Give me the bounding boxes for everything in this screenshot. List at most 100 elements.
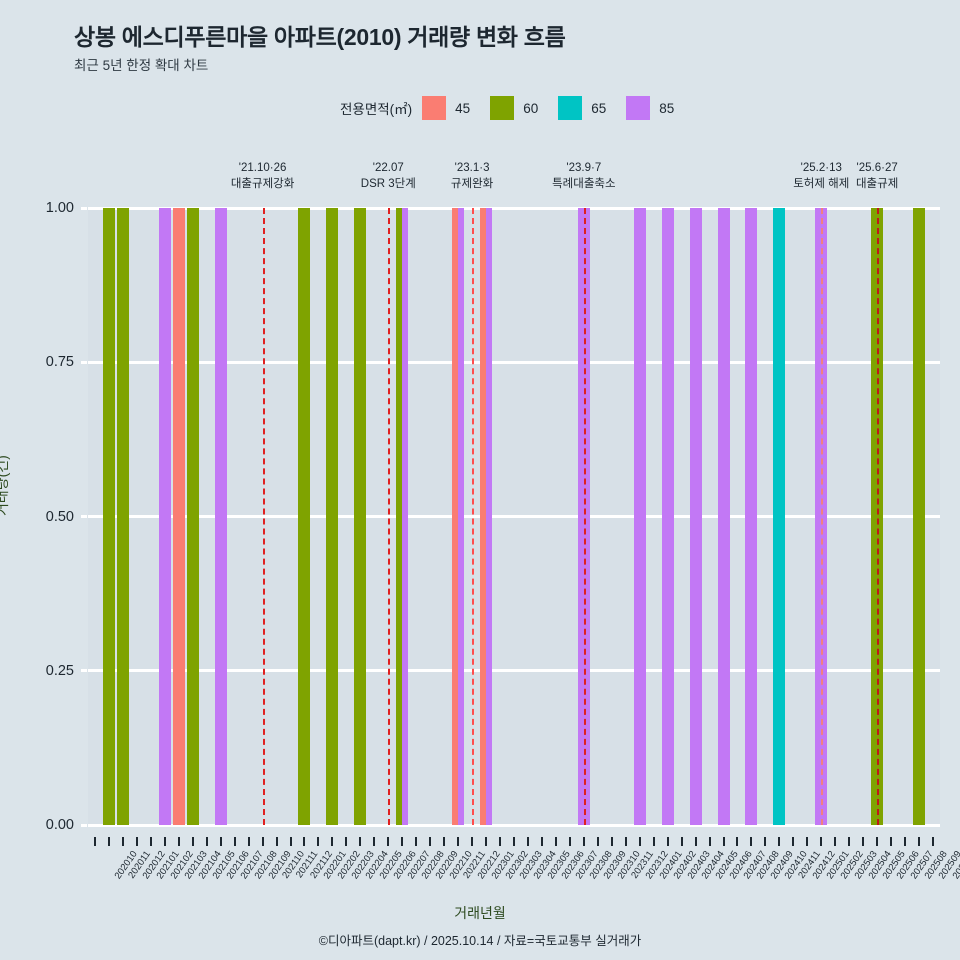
y-axis-label: 거래량(건) [0,455,10,516]
x-tick-mark [680,837,683,846]
event-text: 대출규제강화 [230,178,295,190]
y-tick-mark [81,823,87,827]
bar[interactable] [913,208,926,825]
event-label-202506: '25.6·27 대출규제 [856,160,898,192]
bar[interactable] [402,208,409,825]
x-tick-mark [331,837,334,846]
x-tick-mark [471,837,474,846]
x-tick-mark [736,837,739,846]
event-date: '25.6·27 [856,162,898,174]
bar[interactable] [689,208,702,825]
x-tick-mark [205,837,208,846]
page-title: 상봉 에스디푸른마을 아파트(2010) 거래량 변화 흐름 [74,24,566,50]
x-axis-label: 거래년월 [454,905,506,921]
legend-item-85[interactable]: 85 [626,96,690,120]
y-tick-mark [81,360,87,364]
bar[interactable] [458,208,465,825]
x-tick-mark [526,837,529,846]
legend-title: 전용면적(㎡) [340,102,413,117]
gridline-0.00 [88,823,940,827]
x-tick-mark [275,837,278,846]
legend-swatch-60 [490,96,515,120]
x-tick-mark [345,837,348,846]
x-tick-mark [219,837,222,846]
x-tick-mark [652,837,655,846]
x-tick-mark [387,837,390,846]
event-date: '25.2·13 [800,162,842,174]
event-label-202110: '21.10·26 대출규제강화 [231,160,294,192]
event-line-202301 [472,208,475,825]
bar[interactable] [773,208,786,825]
x-tick-mark [177,837,180,846]
x-tick-mark [107,837,110,846]
plot-area [88,206,940,827]
event-line-202110 [262,208,265,825]
x-tick-mark [862,837,865,846]
legend-item-60[interactable]: 60 [490,96,554,120]
bar[interactable] [214,208,227,825]
x-tick-mark [582,837,585,846]
bar[interactable] [661,208,674,825]
x-tick-mark [233,837,236,846]
bar[interactable] [396,208,403,825]
x-tick-mark [792,837,795,846]
x-tick-mark [568,837,571,846]
x-tick-mark [93,837,96,846]
bar[interactable] [745,208,758,825]
event-label-202502: '25.2·13 토허제 해제 [793,160,849,192]
event-date: '22.07 [372,162,404,174]
legend-label-45: 45 [455,100,471,116]
bar[interactable] [116,208,129,825]
event-text: 규제완화 [450,178,494,190]
legend-label-85: 85 [659,100,675,116]
x-tick-mark [596,837,599,846]
legend-item-65[interactable]: 65 [558,96,622,120]
x-tick-mark [666,837,669,846]
x-tick-mark [750,837,753,846]
x-tick-mark [261,837,264,846]
x-tick-mark [429,837,432,846]
x-tick-mark [359,837,362,846]
legend: 전용면적(㎡) 45 60 65 85 [340,96,694,120]
x-tick-mark [457,837,460,846]
event-line-202506 [877,208,880,825]
event-line-202309 [583,208,586,825]
bar[interactable] [480,208,487,825]
x-tick-mark [373,837,376,846]
event-label-202309: '23.9·7 특례대출축소 [552,160,615,192]
bar[interactable] [298,208,311,825]
legend-item-45[interactable]: 45 [422,96,486,120]
x-tick-mark [513,837,515,846]
y-tick-mark [81,669,87,673]
x-tick-mark [135,837,138,846]
y-tick-label: 0.75 [45,354,74,371]
x-tick-mark [848,837,851,846]
y-tick-mark [81,515,87,518]
gridline-0.75 [88,360,940,364]
bar[interactable] [186,208,199,825]
legend-swatch-85 [626,96,651,120]
bar[interactable] [717,208,730,825]
x-tick-mark [289,837,292,846]
x-tick-mark [303,837,306,846]
x-tick-mark [149,837,152,846]
x-tick-mark [778,837,781,846]
x-tick-mark [806,837,809,846]
bar[interactable] [326,208,339,825]
y-tick-label: 0.25 [45,662,74,679]
bar[interactable] [633,208,646,825]
bar[interactable] [158,208,171,825]
event-line-202207 [388,208,391,825]
event-date: '21.10·26 [238,162,287,174]
x-tick-mark [610,837,613,846]
x-tick-mark [624,837,627,846]
event-text: 대출규제 [855,178,899,190]
bar[interactable] [102,208,115,825]
bar[interactable] [486,208,493,825]
bar[interactable] [172,208,185,825]
x-tick-mark [764,837,767,846]
gridline-0.25 [88,669,940,673]
bar[interactable] [452,208,459,825]
bar[interactable] [354,208,367,825]
event-date: '23.1·3 [454,162,490,174]
